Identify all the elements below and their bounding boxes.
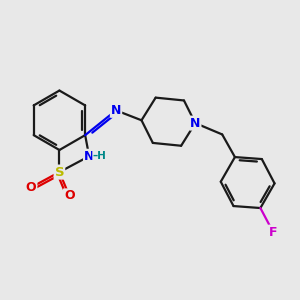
Text: –H: –H	[93, 151, 107, 161]
Text: N: N	[190, 117, 200, 130]
Text: N: N	[84, 150, 94, 163]
Text: N: N	[111, 104, 121, 117]
Text: O: O	[26, 181, 36, 194]
Text: F: F	[269, 226, 278, 238]
Text: O: O	[64, 189, 75, 203]
Text: S: S	[55, 166, 64, 178]
